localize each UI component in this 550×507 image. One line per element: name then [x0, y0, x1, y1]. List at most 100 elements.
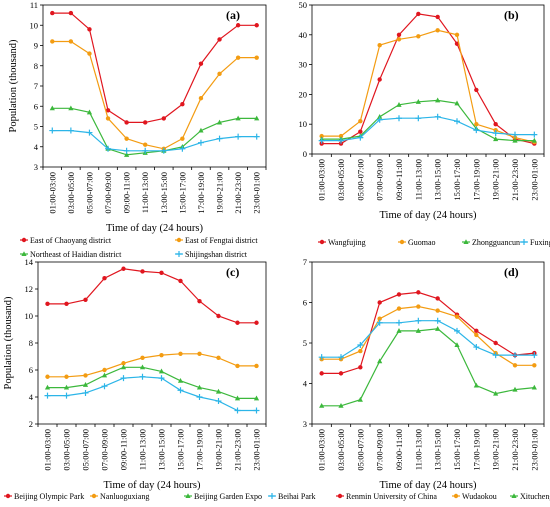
marker-triangle [68, 105, 74, 111]
marker-circle [493, 340, 498, 346]
series-line [321, 305, 535, 366]
marker-triangle [377, 358, 383, 364]
panel-d: 3 4 5 6 7 01:00-03:00 03:00-05:00 05:00-07:00 07… [303, 257, 550, 501]
marker-cross [63, 392, 70, 399]
marker-triangle [415, 328, 421, 333]
marker-cross [215, 398, 222, 405]
series-line [47, 268, 257, 324]
marker-cross [253, 407, 260, 414]
marker-triangle [177, 378, 184, 383]
series-zhongguancun [319, 97, 537, 143]
series-line [47, 353, 257, 378]
marker-cross [197, 139, 204, 146]
marker-circle [68, 39, 74, 44]
marker-triangle [512, 386, 518, 392]
x-tick-label: 11:00-13:00 [413, 429, 423, 470]
marker-triangle [454, 100, 460, 106]
marker-triangle [63, 384, 70, 390]
marker-triangle [235, 115, 241, 121]
legend-item: Northeast of Haidian district [20, 250, 122, 259]
marker-triangle [196, 384, 203, 390]
marker-circle [396, 37, 402, 42]
series-line [47, 376, 257, 412]
series-line [52, 12, 257, 124]
marker-circle [83, 297, 88, 302]
marker-triangle [82, 382, 89, 387]
series-line [47, 366, 257, 399]
legend-label: East of Fengtai district [185, 236, 258, 245]
marker-circle [216, 313, 221, 319]
x-tick-label: 23:00-01:00 [252, 429, 262, 471]
marker-circle [319, 371, 324, 376]
marker-triangle [216, 119, 223, 125]
marker-triangle [319, 402, 325, 408]
marker-triangle [493, 390, 499, 396]
y-tick-label: 40 [299, 30, 308, 40]
marker-circle [453, 493, 459, 499]
marker-circle [124, 120, 129, 125]
series-line [321, 291, 535, 374]
panel-letter: (a) [226, 8, 240, 22]
x-tick-label: 19:00-21:00 [491, 159, 501, 201]
series-line [321, 328, 535, 407]
legend-item: Wudaokou [452, 492, 497, 501]
y-tick-label: 10 [30, 20, 39, 30]
y-tick-label: 7 [34, 81, 38, 91]
series-fuxingmen [318, 113, 538, 144]
marker-circle [493, 122, 498, 127]
marker-cross [531, 352, 538, 359]
series-guomao [319, 28, 537, 145]
x-tick-label: 07:00-09:00 [100, 429, 110, 471]
marker-circle [454, 314, 460, 319]
marker-circle [140, 355, 145, 361]
x-tick-label: 01:00-03:00 [47, 172, 57, 214]
x-tick-label: 05:00-07:00 [84, 172, 94, 214]
marker-circle [474, 122, 479, 127]
marker-circle [358, 119, 363, 124]
x-tick-label: 15:00-17:00 [177, 172, 187, 214]
x-tick-label: 05:00-07:00 [355, 159, 365, 201]
marker-cross [376, 116, 383, 123]
marker-triangle [198, 127, 204, 133]
x-tick-label: 05:00-07:00 [81, 429, 91, 471]
marker-triangle [435, 97, 441, 103]
marker-circle [105, 108, 111, 113]
marker-cross [120, 375, 127, 382]
plot-frame [37, 261, 267, 425]
series-peking-university [318, 317, 538, 361]
marker-cross [82, 389, 89, 396]
panel-a: 3 4 5 6 7 8 9 10 11 01:00-03:00 03:00-05:00 05:00-0… [8, 0, 267, 259]
marker-circle [50, 10, 55, 16]
legend-item: Beijing Garden Expo [184, 492, 262, 501]
series-nanluoguxiang [45, 351, 259, 379]
x-tick-label: 15:00-17:00 [452, 429, 462, 471]
legend-label: Beijing Olympic Park [14, 492, 84, 501]
y-tick-label: 8 [34, 61, 38, 71]
marker-cross [473, 344, 480, 351]
marker-triangle [338, 402, 344, 408]
marker-circle [235, 55, 241, 60]
marker-circle [121, 361, 126, 366]
marker-circle [474, 332, 479, 338]
y-tick-label: 3 [34, 162, 38, 172]
marker-circle [399, 239, 405, 245]
marker-triangle [86, 109, 93, 115]
marker-triangle [253, 395, 260, 401]
legend-label: Zhongguancun [472, 238, 520, 247]
x-tick-label: 11:00-13:00 [413, 159, 423, 200]
y-tick-label: 0 [303, 149, 307, 159]
marker-circle [416, 290, 421, 295]
legend-label: Renmin University of China [346, 492, 437, 501]
marker-circle [358, 348, 363, 354]
series-line [52, 130, 257, 152]
y-tick-label: 7 [303, 257, 307, 267]
y-axis-label: Population (thousand) [3, 296, 14, 390]
x-axis-label: Time of day (24 hours) [379, 210, 477, 221]
legend-label: Nanluoguxiang [100, 492, 149, 501]
legend-item: East of Fengtai district [175, 236, 258, 245]
marker-circle [50, 39, 55, 44]
marker-circle [416, 304, 421, 309]
y-tick-label: 2 [29, 419, 33, 429]
marker-cross [123, 147, 130, 154]
y-tick-label: 4 [34, 142, 39, 152]
